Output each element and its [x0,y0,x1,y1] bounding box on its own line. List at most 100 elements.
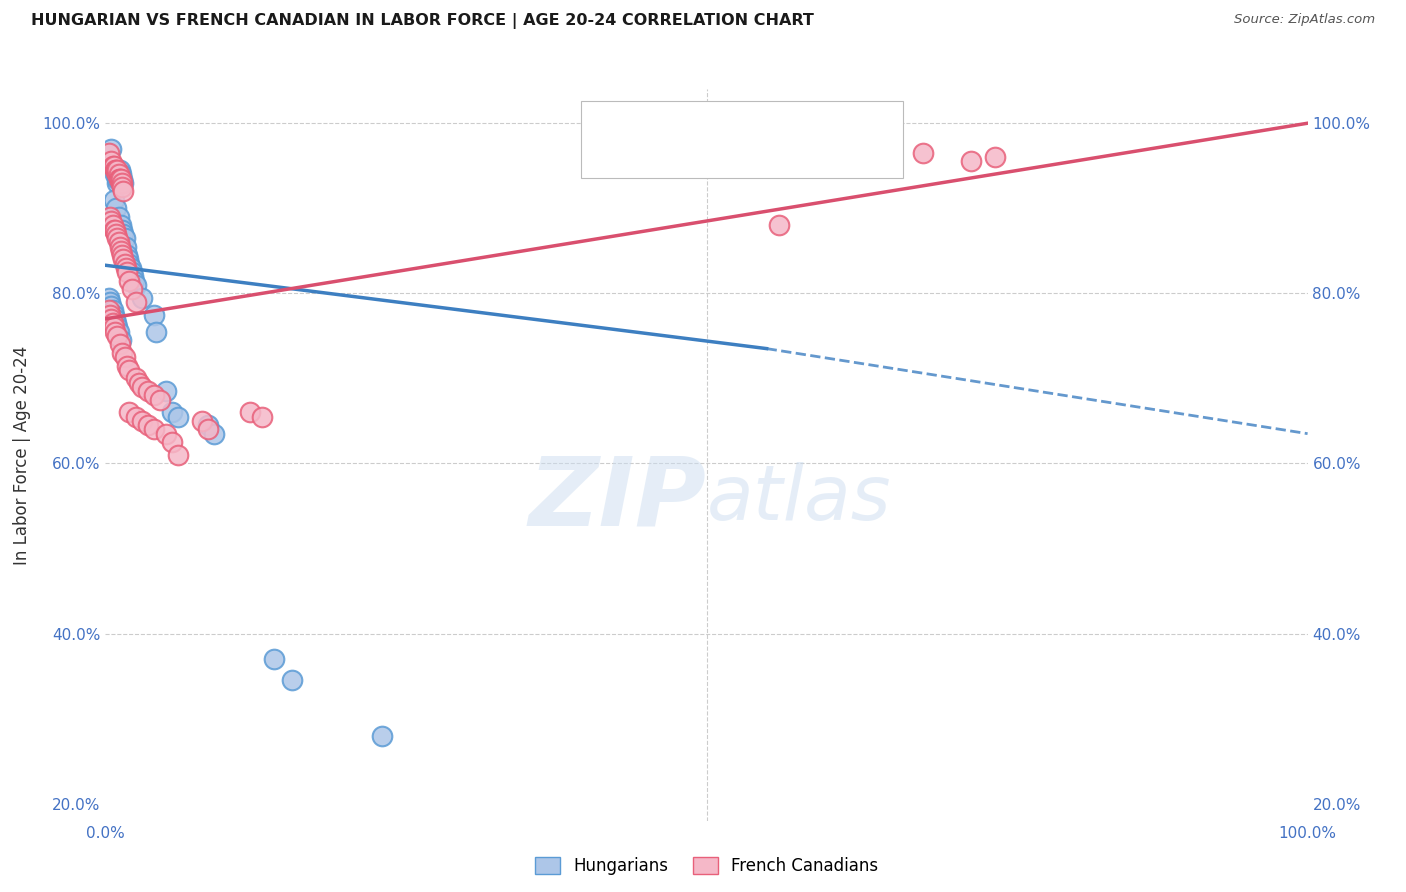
Point [166,448,188,462]
Point [103,320,125,334]
Point [100,142,122,156]
Point [281,673,304,688]
Point [122,269,145,284]
Point [131,414,153,428]
Point [111,176,134,190]
Point [101,303,124,318]
Point [107,171,129,186]
Point [104,167,127,181]
Point [110,167,132,181]
Point [114,350,136,364]
Point [118,363,141,377]
Point [105,201,128,215]
Point [111,248,134,262]
Point [160,435,183,450]
Point [107,167,129,181]
Point [107,167,129,181]
Point [103,159,125,173]
Point [112,184,135,198]
Point [105,227,128,241]
Point [107,320,129,334]
Point [108,167,131,181]
Point [121,282,143,296]
Point [112,176,135,190]
Point [110,176,132,190]
Point [118,256,141,270]
Point [197,422,219,436]
Point [136,418,159,433]
Point [98,291,121,305]
Point [155,384,177,398]
Point [110,176,132,190]
Point [105,316,128,330]
Text: HUNGARIAN VS FRENCH CANADIAN IN LABOR FORCE | AGE 20-24 CORRELATION CHART: HUNGARIAN VS FRENCH CANADIAN IN LABOR FO… [31,13,814,29]
Point [104,311,127,326]
Point [117,252,139,267]
Y-axis label: In Labor Force | Age 20-24: In Labor Force | Age 20-24 [14,345,31,565]
Point [118,405,141,419]
Point [105,163,128,178]
Point [128,376,150,390]
Point [100,214,122,228]
Point [115,260,138,275]
Point [142,388,165,402]
Text: Source: ZipAtlas.com: Source: ZipAtlas.com [1234,13,1375,27]
Point [250,409,273,424]
Point [98,146,121,161]
Point [142,308,165,322]
Point [115,239,138,253]
Point [107,163,129,178]
Point [110,244,132,258]
Point [124,274,146,288]
Point [110,333,132,347]
Point [103,193,125,207]
Point [136,384,159,398]
Point [100,311,122,326]
Point [131,380,153,394]
Point [98,294,121,309]
Point [100,154,122,169]
Point [114,256,136,270]
Point [107,231,129,245]
Point [148,392,170,407]
Text: R = -0.093   N = 51: R = -0.093 N = 51 [626,117,825,135]
Point [911,146,934,161]
Point [103,308,125,322]
Point [115,265,138,279]
Point [98,308,121,322]
Point [239,405,262,419]
Point [110,171,132,186]
Point [768,219,790,233]
Point [155,426,177,441]
Point [124,409,146,424]
Text: atlas: atlas [707,462,891,536]
Point [202,426,225,441]
Point [104,163,127,178]
Point [104,325,127,339]
Point [166,409,188,424]
Point [112,252,135,267]
Point [111,346,134,360]
Point [107,167,129,181]
Text: R =  0.516   N = 73: R = 0.516 N = 73 [626,147,825,165]
Point [111,171,134,186]
Point [131,291,153,305]
Text: ZIP: ZIP [529,452,707,545]
Point [107,210,129,224]
Point [108,163,131,178]
Point [108,171,131,186]
Point [100,299,122,313]
Point [98,210,121,224]
Point [115,359,138,373]
Point [103,222,125,236]
Legend: Hungarians, French Canadians: Hungarians, French Canadians [527,850,886,882]
Point [190,414,212,428]
Point [110,171,132,186]
Point [114,231,136,245]
Point [160,405,183,419]
Point [960,154,983,169]
Point [104,222,127,236]
Point [108,337,131,351]
Point [110,219,132,233]
Point [121,265,143,279]
